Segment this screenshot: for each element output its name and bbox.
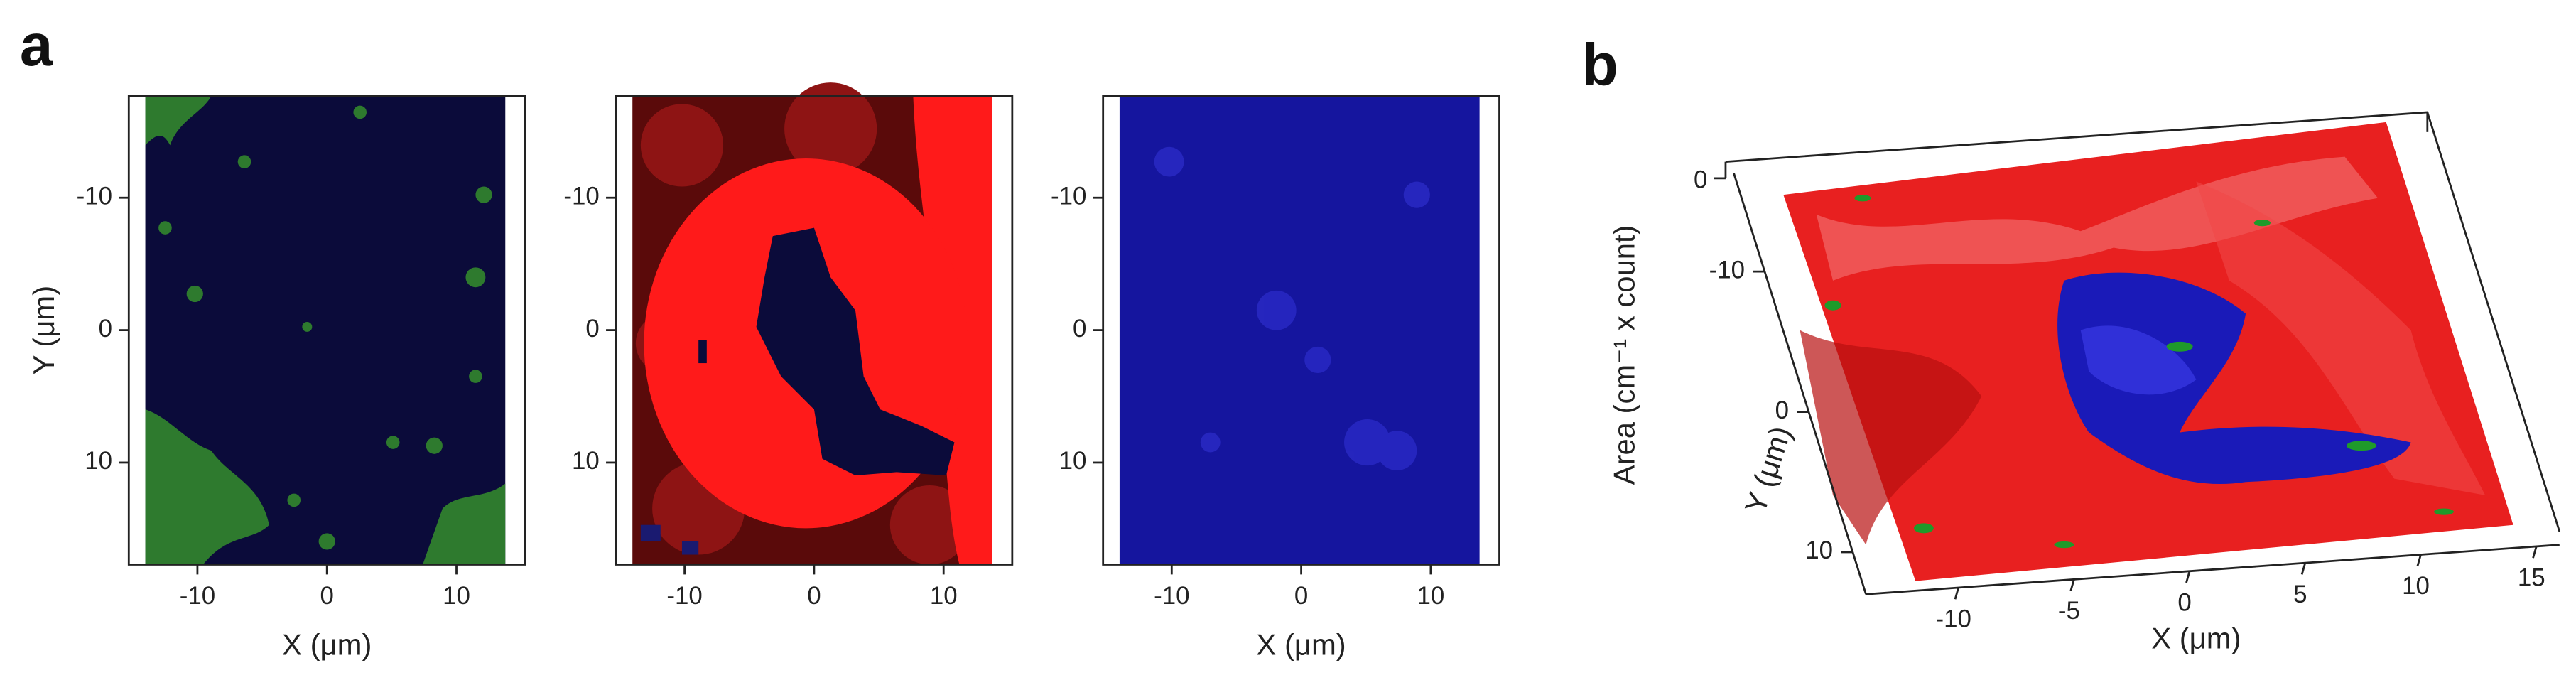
z-tick-label: 0 [1694,166,1707,194]
map-texture [465,267,486,288]
surface-3d [1724,111,2561,581]
y-axis-label: Y (μm) [27,286,60,374]
x-tick-label: 0 [2177,588,2191,616]
x-tick-label: -10 [1154,582,1189,610]
map-texture [698,340,707,364]
map-texture [469,370,482,383]
map-texture [681,541,699,555]
map-texture [1304,346,1331,373]
z-axis-label: Area (cm⁻¹ x count) [1608,225,1641,485]
map-image [632,82,992,565]
map-texture [1154,146,1184,177]
map-texture [353,105,367,119]
map-texture [640,524,699,555]
y-tick-label: -10 [1709,256,1745,284]
map-texture [1119,95,1480,565]
x-tick-label: 10 [2402,572,2430,600]
x-tick-label: 0 [807,582,821,610]
map-texture [640,104,724,187]
x-tick [2532,546,2538,559]
map-texture [145,95,212,146]
x-tick [2069,578,2075,592]
map-texture [1403,181,1430,208]
map-texture [186,285,203,303]
x-tick-label: 10 [443,582,470,610]
x-tick-label: 10 [930,582,958,610]
x-axis-label: X (μm) [2151,621,2241,654]
y-tick-label: 10 [1059,447,1087,475]
map-texture [426,437,443,454]
map-texture [237,155,251,168]
x-tick-label: -10 [1936,605,1971,633]
map-texture [784,82,877,176]
x-tick-label: 0 [1294,582,1308,610]
map-texture [640,524,661,541]
x-tick [2185,571,2191,583]
x-tick-label: 15 [2518,564,2545,592]
y-tick-label: 10 [572,447,600,475]
y-axis-label: Y (μm) [1738,422,1798,517]
y-tick-label: -10 [77,182,112,210]
panel-label: a [20,11,54,78]
y-tick-label: 0 [1073,315,1086,343]
panel-label: b [1582,31,1618,98]
x-tick-label: 10 [1417,582,1445,610]
x-tick-label: -10 [180,582,215,610]
x-tick-label: 5 [2293,581,2307,608]
map-texture [287,493,301,507]
y-tick-label: -10 [1051,182,1086,210]
map-image [1119,95,1480,565]
map-texture [889,485,970,565]
map-texture [756,227,955,476]
x-axis [1866,544,2560,595]
map-texture [318,533,335,550]
map-texture [1377,431,1417,471]
y-axis [1733,173,1867,595]
map-texture [1256,290,1297,330]
map-texture [1200,432,1221,453]
map-texture [1154,146,1430,471]
x-tick-label: -5 [2058,597,2080,625]
y-tick-label: 0 [1775,397,1789,424]
y-tick-label: 0 [99,315,112,343]
x-tick [1954,587,1960,600]
x-tick-label: 0 [320,582,334,610]
x-tick [2300,562,2307,575]
y-tick-label: -10 [563,182,599,210]
y-tick-label: 10 [1805,537,1833,564]
map-texture [158,221,172,235]
y-tick-label: 10 [85,447,112,475]
map-texture [386,436,400,449]
map-texture [145,409,269,565]
x-axis-label: X (μm) [282,628,372,662]
x-axis-label: X (μm) [1256,628,1346,662]
x-tick-label: -10 [666,582,702,610]
map-texture [475,186,492,203]
map-image [145,95,506,565]
x-tick [2416,554,2422,567]
y-tick-label: 0 [585,315,599,343]
map-texture [423,483,506,565]
map-texture [145,95,506,565]
map-texture [302,321,313,332]
